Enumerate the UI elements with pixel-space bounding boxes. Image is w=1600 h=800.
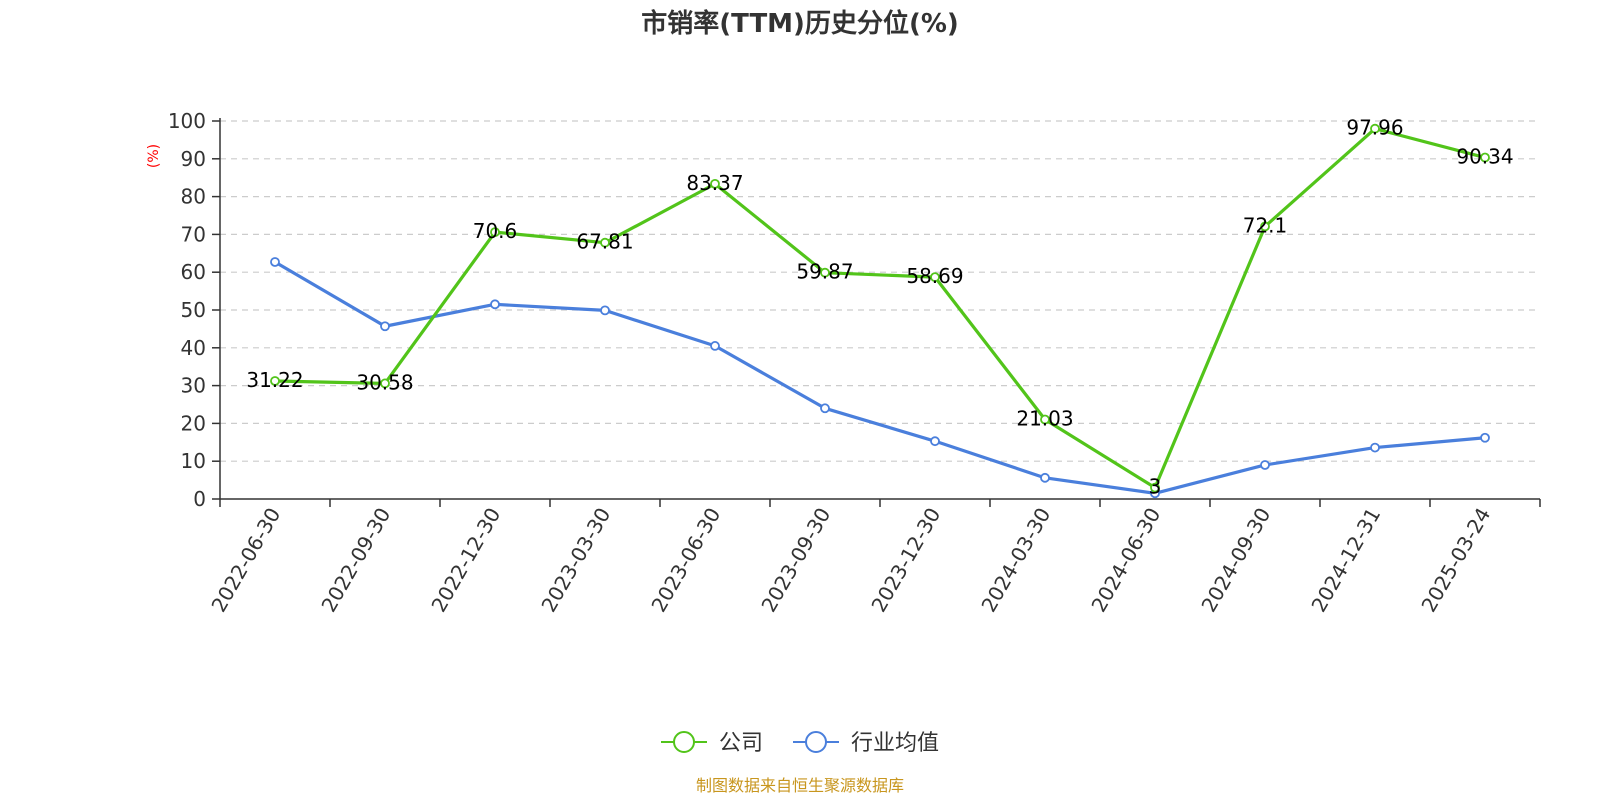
data-point bbox=[1260, 460, 1270, 470]
x-tick-label: 2024-03-30 bbox=[976, 504, 1055, 617]
legend-marker bbox=[673, 731, 695, 753]
x-tick-label: 2023-12-30 bbox=[866, 504, 945, 617]
data-point bbox=[1480, 152, 1490, 163]
legend-label: 行业均值 bbox=[851, 731, 939, 756]
data-point bbox=[710, 341, 720, 351]
data-label: 90.34 bbox=[1456, 145, 1513, 169]
data-point bbox=[1480, 432, 1490, 443]
x-tick-label: 2024-06-30 bbox=[1086, 504, 1165, 617]
y-tick-label: 20 bbox=[181, 411, 206, 435]
data-point bbox=[380, 378, 390, 389]
data-point bbox=[820, 267, 830, 278]
x-tick-label: 2025-03-24 bbox=[1416, 504, 1495, 617]
data-point bbox=[930, 436, 940, 447]
data-label: 58.69 bbox=[906, 264, 963, 288]
y-tick-label: 50 bbox=[181, 298, 206, 322]
data-label: 67.81 bbox=[576, 230, 633, 254]
data-point bbox=[1370, 123, 1380, 134]
data-label: 21.03 bbox=[1016, 407, 1073, 431]
data-point bbox=[600, 305, 610, 316]
axes: 0 10 20 30 40 50 60 70 80 90 100 2022-06-30 2022-09-… bbox=[168, 109, 1541, 617]
data-point bbox=[710, 178, 720, 189]
data-point bbox=[930, 272, 940, 283]
data-point bbox=[270, 376, 280, 386]
series-layer bbox=[270, 123, 1490, 499]
data-point bbox=[600, 237, 610, 248]
data-label: 59.87 bbox=[796, 260, 853, 284]
source-note: 制图数据来自恒生聚源数据库 bbox=[696, 776, 904, 795]
data-label: 83.37 bbox=[686, 171, 743, 195]
data-point bbox=[820, 403, 830, 414]
data-point bbox=[1040, 414, 1050, 425]
y-tick-label: 80 bbox=[181, 185, 206, 209]
data-point bbox=[270, 257, 280, 267]
data-labels: 31.22 30.58 70.6 67.81 83.37 59.87 58.69 21.03 3… bbox=[246, 116, 1513, 499]
x-tick-label: 2022-09-30 bbox=[316, 504, 395, 617]
data-label: 31.22 bbox=[246, 368, 303, 392]
x-tick-label: 2023-06-30 bbox=[646, 504, 725, 617]
x-tick-label: 2022-06-30 bbox=[206, 504, 285, 617]
data-point bbox=[1150, 482, 1160, 493]
data-point bbox=[1040, 472, 1050, 483]
data-point bbox=[380, 321, 390, 332]
series-line bbox=[274, 260, 1486, 495]
data-label: 72.1 bbox=[1243, 213, 1288, 237]
y-tick-label: 10 bbox=[181, 449, 206, 473]
data-point bbox=[1370, 442, 1380, 453]
x-tick-label: 2023-03-30 bbox=[536, 504, 615, 617]
y-tick-label: 70 bbox=[181, 222, 206, 246]
y-tick-label: 40 bbox=[181, 336, 206, 360]
legend-marker bbox=[805, 731, 827, 753]
y-axis-label: (%) bbox=[146, 144, 162, 168]
y-tick-label: 30 bbox=[181, 374, 206, 398]
data-point bbox=[1260, 221, 1270, 232]
series-line bbox=[274, 127, 1486, 490]
y-tick-label: 90 bbox=[181, 147, 206, 171]
grid bbox=[220, 120, 1540, 462]
x-tick-label: 2023-09-30 bbox=[756, 504, 835, 617]
x-tick-label: 2024-12-31 bbox=[1306, 504, 1385, 617]
x-tick-label: 2022-12-30 bbox=[426, 504, 505, 617]
data-point bbox=[490, 227, 500, 238]
y-tick-label: 100 bbox=[168, 109, 206, 133]
data-label: 30.58 bbox=[356, 370, 413, 394]
legend: 公司 行业均值 bbox=[661, 731, 939, 756]
data-label: 3 bbox=[1149, 475, 1162, 499]
data-label: 97.96 bbox=[1346, 116, 1403, 140]
legend-label: 公司 bbox=[719, 731, 763, 756]
chart-title: 市销率(TTM)历史分位(%) bbox=[641, 8, 959, 39]
data-label: 70.6 bbox=[473, 219, 518, 243]
y-tick-label: 0 bbox=[193, 487, 206, 511]
x-tick-label: 2024-09-30 bbox=[1196, 504, 1275, 617]
y-tick-label: 60 bbox=[181, 260, 206, 284]
data-point bbox=[490, 299, 500, 310]
